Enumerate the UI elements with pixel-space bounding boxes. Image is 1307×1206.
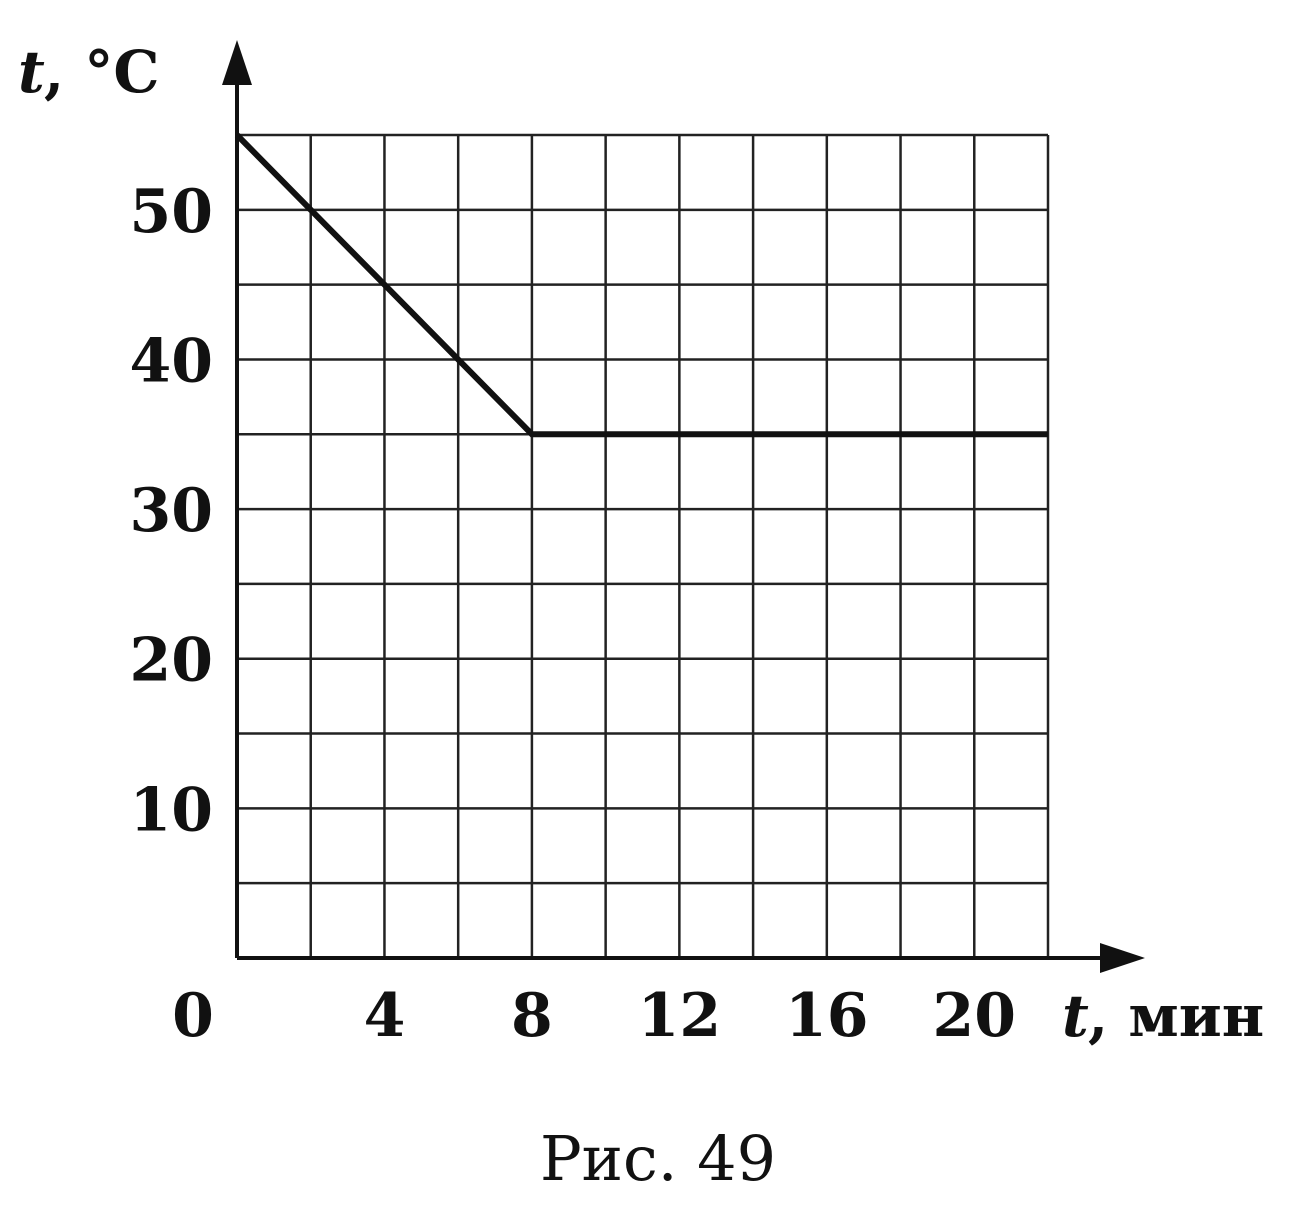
data-series bbox=[234, 132, 1048, 438]
x-axis-label-unit: , мин bbox=[1088, 982, 1264, 1050]
series-line bbox=[234, 132, 1048, 438]
x-tick-label: 8 bbox=[511, 981, 553, 1051]
axes bbox=[222, 40, 1145, 973]
x-tick-label: 4 bbox=[364, 981, 406, 1051]
y-tick-label: 50 bbox=[130, 177, 214, 247]
x-axis-arrow-icon bbox=[1100, 943, 1145, 973]
y-tick-label: 10 bbox=[130, 775, 214, 845]
y-axis-arrow-icon bbox=[222, 40, 252, 85]
tick-labels: 0 4 8 12 16 20 10 20 30 40 50 bbox=[130, 177, 1017, 1051]
y-tick-label: 40 bbox=[130, 326, 214, 396]
x-tick-label: 0 bbox=[172, 981, 214, 1051]
x-axis-label-var: t bbox=[1062, 982, 1089, 1050]
y-tick-label: 30 bbox=[130, 476, 214, 546]
y-axis-label-unit: , °C bbox=[44, 38, 160, 106]
x-tick-label: 12 bbox=[638, 981, 722, 1051]
x-tick-label: 20 bbox=[933, 981, 1017, 1051]
x-tick-label: 16 bbox=[785, 981, 869, 1051]
figure-caption: Рис. 49 bbox=[540, 1122, 776, 1195]
y-tick-label: 20 bbox=[130, 626, 214, 696]
y-axis-label-var: t bbox=[18, 38, 45, 106]
